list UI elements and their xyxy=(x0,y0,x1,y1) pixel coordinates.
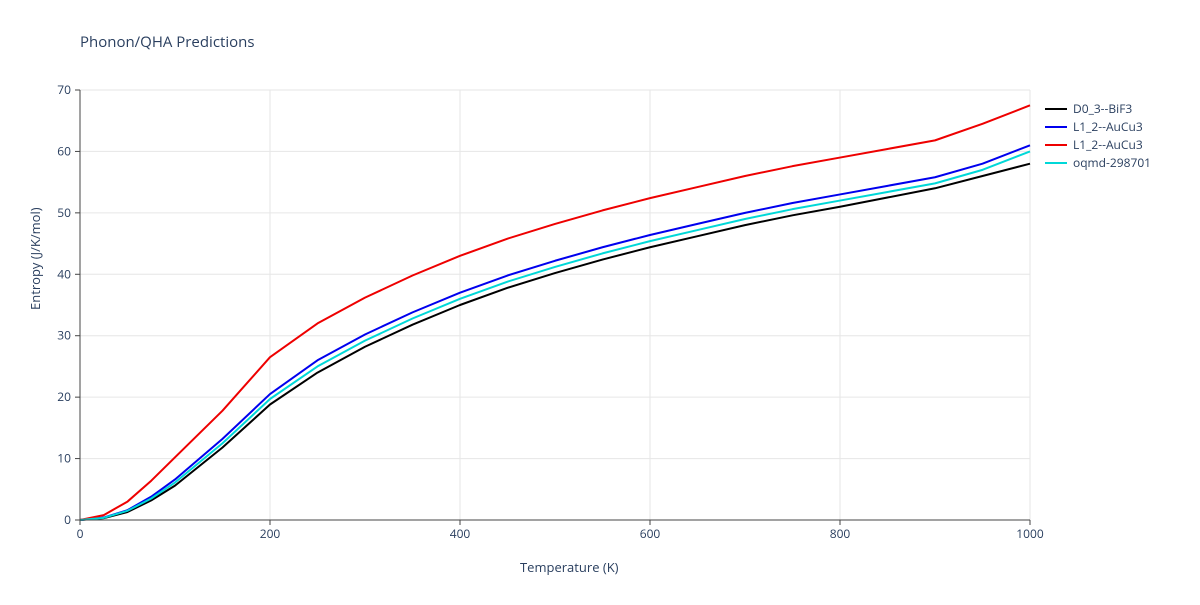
y-tick-label: 30 xyxy=(57,327,71,344)
x-tick-label: 1000 xyxy=(1016,525,1044,542)
y-tick-label: 50 xyxy=(57,204,71,221)
series-line[interactable] xyxy=(80,145,1030,520)
x-tick-label: 800 xyxy=(830,525,851,542)
legend: D0_3--BiF3L1_2--AuCu3L1_2--AuCu3oqmd-298… xyxy=(1045,100,1151,172)
legend-item[interactable]: D0_3--BiF3 xyxy=(1045,100,1151,118)
legend-swatch xyxy=(1045,108,1067,110)
legend-label: L1_2--AuCu3 xyxy=(1073,117,1143,136)
legend-label: oqmd-298701 xyxy=(1073,153,1151,172)
x-tick-label: 0 xyxy=(77,525,84,542)
y-tick-label: 40 xyxy=(57,265,71,282)
x-tick-label: 400 xyxy=(450,525,471,542)
chart-title: Phonon/QHA Predictions xyxy=(80,32,255,52)
chart-svg: 0 200 400 600 800 1000 0 10 20 30 40 50 60 70 xyxy=(0,0,1200,600)
x-tick-label: 600 xyxy=(640,525,661,542)
series-line[interactable] xyxy=(80,105,1030,520)
y-tick-label: 60 xyxy=(57,142,71,159)
legend-item[interactable]: oqmd-298701 xyxy=(1045,154,1151,172)
y-axis-label: Entropy (J/K/mol) xyxy=(26,207,44,310)
legend-swatch xyxy=(1045,162,1067,164)
legend-item[interactable]: L1_2--AuCu3 xyxy=(1045,118,1151,136)
y-tick-label: 10 xyxy=(57,450,71,467)
legend-swatch xyxy=(1045,126,1067,128)
y-tick-label: 70 xyxy=(57,81,71,98)
legend-label: D0_3--BiF3 xyxy=(1073,99,1132,118)
x-tick-label: 200 xyxy=(260,525,281,542)
x-axis-label: Temperature (K) xyxy=(520,558,619,576)
legend-swatch xyxy=(1045,144,1067,146)
series-line[interactable] xyxy=(80,164,1030,520)
legend-item[interactable]: L1_2--AuCu3 xyxy=(1045,136,1151,154)
y-tick-label: 0 xyxy=(64,511,71,528)
legend-label: L1_2--AuCu3 xyxy=(1073,135,1143,154)
y-tick-label: 20 xyxy=(57,388,71,405)
chart-container: Phonon/QHA Predictions Entropy (J/K/mol)… xyxy=(0,0,1200,600)
